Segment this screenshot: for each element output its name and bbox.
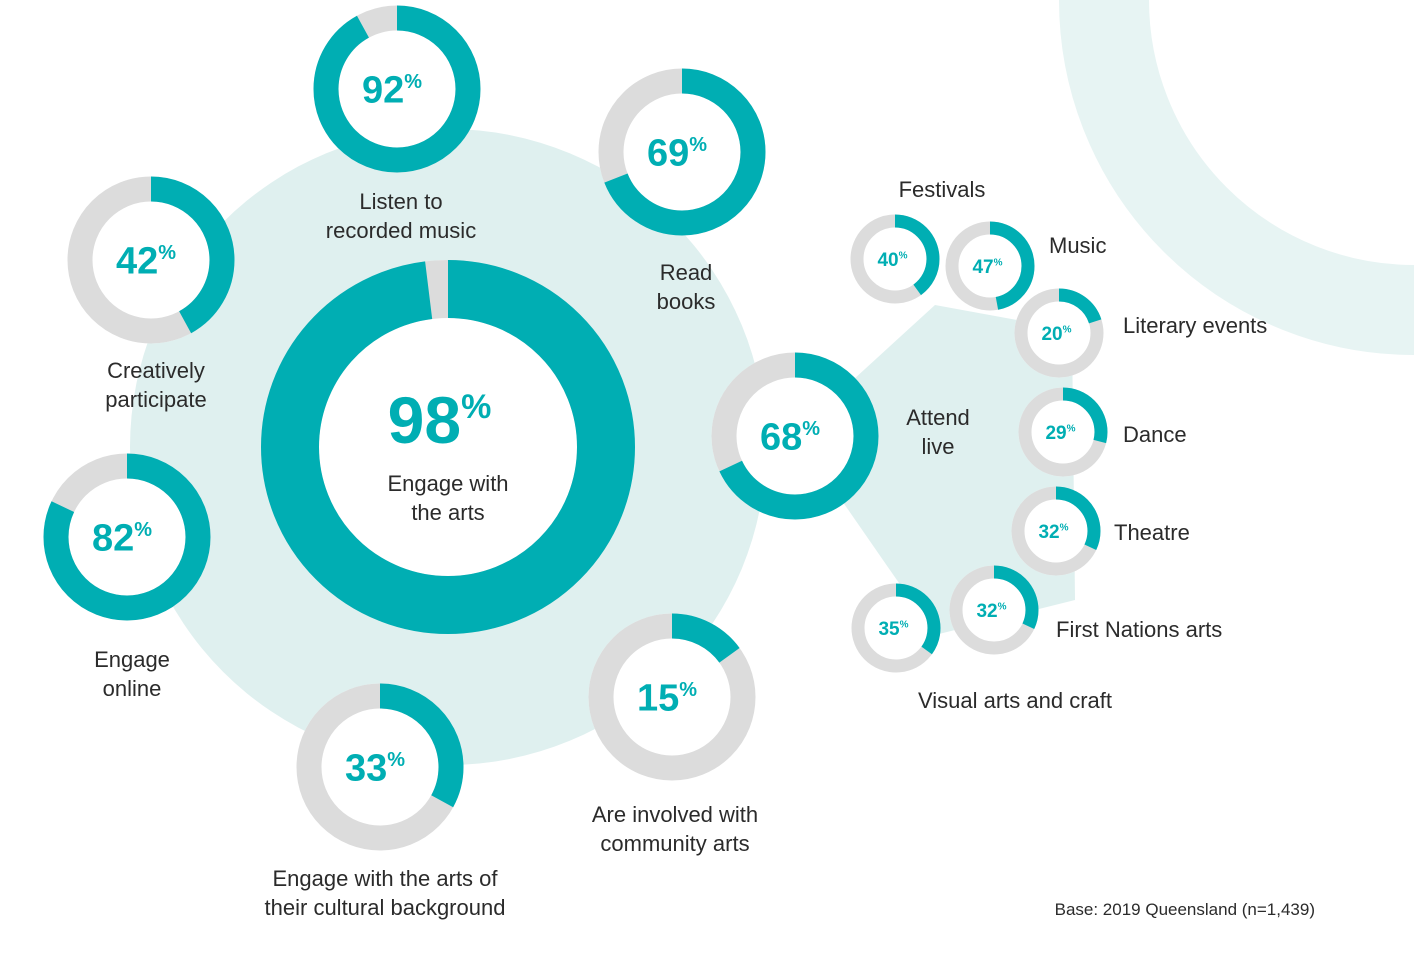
category-label-literary: Literary events (1123, 313, 1267, 338)
donut-arc-online (43, 453, 211, 621)
donut-center-livemusic (945, 221, 1035, 311)
donut-music: 92% (313, 5, 481, 173)
category-label-main: Engage with the arts (387, 471, 508, 525)
donut-literary: 20% (1014, 288, 1104, 378)
donut-main: 98% (261, 260, 635, 634)
donut-books: 69% (598, 68, 766, 236)
category-label-firstnations: First Nations arts (1056, 617, 1222, 642)
donut-center-dance (1018, 387, 1108, 477)
category-label-cultural: Engage with the arts of their cultural ba… (265, 866, 506, 920)
donut-arc-theatre (1011, 486, 1101, 576)
decorative-arc (1059, 0, 1414, 355)
category-label-creative: Creatively participate (105, 358, 207, 412)
labels-layer: Engage with the arts Listen to recorded mus… (94, 177, 1267, 920)
base-note: Base: 2019 Queensland (n=1,439) (1055, 900, 1315, 919)
donut-arc-festivals (850, 214, 940, 304)
donut-arc-books (598, 68, 766, 236)
donut-online: 82% (43, 453, 211, 621)
category-label-visual: Visual arts and craft (918, 688, 1112, 713)
donuts-layer: 98%92%69%42%82%33%15%68%40%47%20%29%32%3… (43, 5, 1108, 851)
value-label-books: 69% (647, 133, 707, 175)
donut-arc-dance (1018, 387, 1108, 477)
donut-firstnations: 32% (949, 565, 1039, 655)
donut-center-festivals (850, 214, 940, 304)
donut-theatre: 32% (1011, 486, 1101, 576)
category-label-music: Listen to recorded music (326, 189, 476, 243)
donut-cultural: 33% (296, 683, 464, 851)
donut-center-literary (1014, 288, 1104, 378)
category-label-livemusic: Music (1049, 233, 1106, 258)
donut-center-firstnations (949, 565, 1039, 655)
donut-arc-main (261, 260, 635, 634)
donut-arc-literary (1014, 288, 1104, 378)
donut-arc-community (588, 613, 756, 781)
category-label-books: Read books (657, 260, 716, 314)
category-label-festivals: Festivals (899, 177, 986, 202)
donut-arc-cultural (296, 683, 464, 851)
donut-livemusic: 47% (945, 221, 1035, 311)
donut-creative: 42% (67, 176, 235, 344)
category-label-live: Attend live (906, 405, 970, 459)
category-label-online: Engage online (94, 647, 170, 701)
donut-arc-music (313, 5, 481, 173)
live-bubble (795, 305, 1075, 635)
donut-festivals: 40% (850, 214, 940, 304)
donut-arc-firstnations (949, 565, 1039, 655)
donut-visual: 35% (851, 583, 941, 673)
donut-arc-visual (851, 583, 941, 673)
donut-dance: 29% (1018, 387, 1108, 477)
donut-center-visual (851, 583, 941, 673)
category-label-community: Are involved with community arts (592, 802, 758, 856)
donut-arc-livemusic (945, 221, 1035, 311)
donut-center-theatre (1011, 486, 1101, 576)
donut-community: 15% (588, 613, 756, 781)
donut-arc-live (711, 352, 879, 520)
category-label-dance: Dance (1123, 422, 1187, 447)
donut-arc-creative (67, 176, 235, 344)
category-label-theatre: Theatre (1114, 520, 1190, 545)
donut-live: 68% (711, 352, 879, 520)
